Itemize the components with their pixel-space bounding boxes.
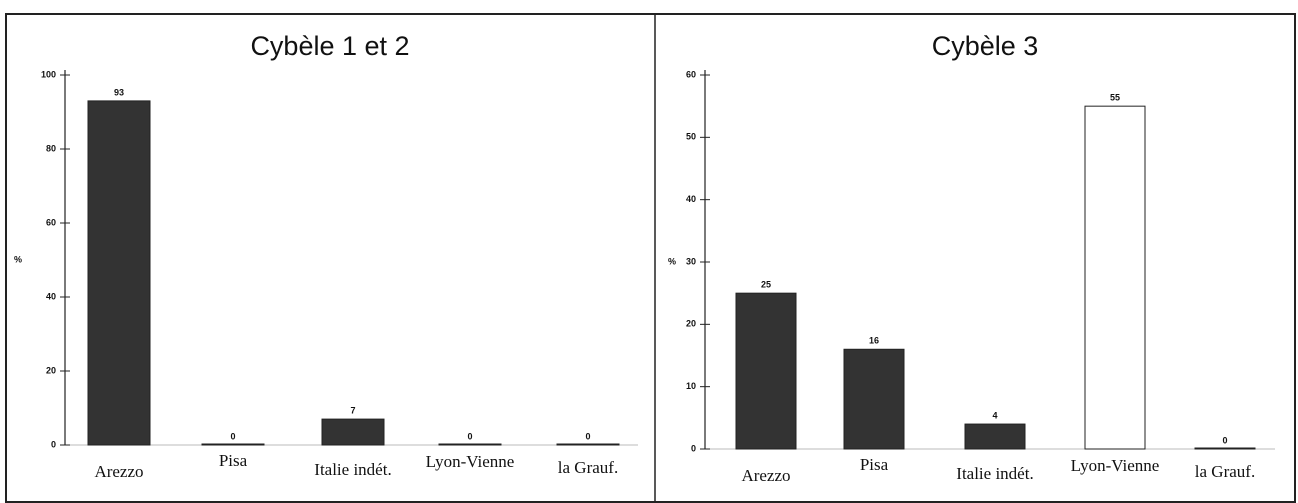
chart-title: Cybèle 3 (932, 31, 1039, 61)
y-tick-label: 30 (686, 256, 696, 266)
x-tick-label: Pisa (860, 455, 889, 474)
bar (321, 418, 385, 446)
bar (87, 100, 151, 446)
y-axis-label: % (14, 254, 22, 264)
y-tick-label: 100 (41, 69, 56, 79)
value-label: 0 (467, 431, 472, 441)
y-tick-label: 0 (691, 443, 696, 453)
y-axis-label: % (668, 256, 676, 266)
y-tick-label: 10 (686, 381, 696, 391)
value-label: 0 (1222, 435, 1227, 445)
x-tick-label: Pisa (219, 451, 248, 470)
value-label: 16 (869, 336, 879, 346)
bar (201, 443, 265, 446)
bar (1084, 105, 1146, 450)
frame (5, 13, 1296, 503)
bar (556, 443, 620, 446)
x-tick-label: Lyon-Vienne (426, 452, 515, 471)
value-label: 7 (350, 405, 355, 415)
bar (1194, 447, 1256, 450)
x-tick-label: Italie indét. (956, 464, 1033, 483)
y-tick-label: 60 (686, 69, 696, 79)
bar (964, 423, 1026, 450)
y-tick-label: 60 (46, 217, 56, 227)
x-tick-label: Lyon-Vienne (1071, 456, 1160, 475)
value-label: 93 (114, 87, 124, 97)
value-label: 0 (230, 431, 235, 441)
x-tick-label: Arezzo (94, 462, 143, 481)
bar (843, 348, 905, 450)
y-tick-label: 40 (686, 194, 696, 204)
y-tick-label: 80 (46, 143, 56, 153)
y-tick-label: 40 (46, 291, 56, 301)
y-tick-label: 0 (51, 439, 56, 449)
x-tick-label: Italie indét. (314, 460, 391, 479)
x-tick-label: la Grauf. (1195, 462, 1255, 481)
value-label: 55 (1110, 93, 1120, 103)
value-label: 25 (761, 280, 771, 290)
x-tick-label: Arezzo (741, 466, 790, 485)
value-label: 4 (992, 410, 997, 420)
x-tick-label: la Grauf. (558, 458, 618, 477)
bar (438, 443, 502, 446)
y-tick-label: 20 (46, 365, 56, 375)
chart-title: Cybèle 1 et 2 (250, 31, 409, 61)
bar (735, 292, 797, 450)
y-tick-label: 20 (686, 319, 696, 329)
value-label: 0 (585, 431, 590, 441)
y-tick-label: 50 (686, 132, 696, 142)
